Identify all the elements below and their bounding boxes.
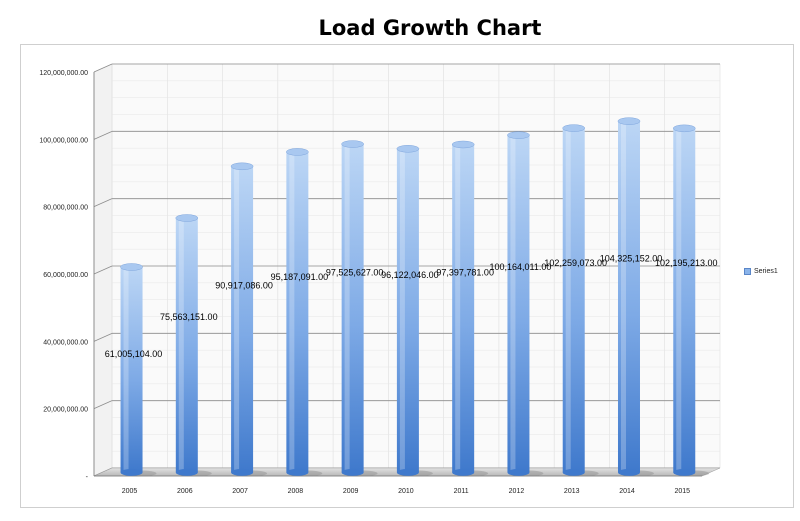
bar-top: [507, 131, 530, 139]
bar: [175, 218, 198, 473]
bar-top: [120, 263, 143, 271]
chart-frame: [20, 44, 794, 508]
bar-top: [396, 145, 420, 153]
x-tick-label: 2014: [619, 488, 635, 495]
bar: [396, 148, 419, 473]
y-tick-label: 80,000,000.00: [43, 205, 88, 212]
bar: [286, 151, 309, 473]
gridline-side: [93, 63, 113, 73]
bar-highlight: [620, 123, 626, 471]
bar-highlight: [123, 269, 129, 471]
x-tick-label: 2008: [288, 488, 304, 495]
bar-base: [396, 468, 419, 476]
bar-top: [341, 140, 364, 148]
chart-title: Load Growth Chart: [318, 16, 542, 40]
bar-highlight: [676, 130, 682, 471]
x-tick-label: 2010: [398, 488, 414, 495]
bar-highlight: [289, 153, 295, 471]
bar-base: [286, 468, 309, 476]
x-tick-label: 2013: [564, 488, 580, 495]
gridline-side: [93, 130, 113, 140]
bar-base: [562, 468, 585, 476]
y-tick-label: 60,000,000.00: [43, 272, 88, 279]
bar: [341, 144, 364, 473]
bar: [120, 267, 143, 473]
bar-base: [175, 468, 198, 476]
bar-highlight: [178, 220, 184, 471]
bar-highlight: [565, 130, 571, 471]
bar-top: [562, 124, 585, 132]
x-tick-label: 2007: [232, 488, 248, 495]
bar-base: [617, 468, 640, 476]
data-label: 96,122,046.00: [381, 270, 439, 280]
data-label: 61,005,104.00: [105, 349, 163, 359]
data-label: 97,525,627.00: [326, 267, 384, 277]
bar: [452, 144, 475, 473]
y-tick-label: 120,000,000.00: [39, 70, 88, 77]
bar: [617, 121, 640, 473]
data-label: 97,397,781.00: [436, 268, 494, 278]
bar-top: [230, 162, 254, 171]
bar-top: [286, 148, 309, 156]
bar: [231, 166, 254, 473]
bar-highlight: [455, 146, 461, 471]
legend: Series1: [744, 268, 778, 275]
bar-base: [120, 468, 143, 476]
x-tick-label: 2011: [454, 488, 469, 495]
bar-base: [341, 468, 364, 476]
gridline-side: [93, 198, 113, 208]
data-label: 100,164,011.00: [489, 262, 551, 272]
bar-base: [452, 468, 475, 476]
bar-base: [507, 468, 530, 476]
gridline-side: [93, 332, 113, 342]
bar-top: [175, 214, 199, 222]
data-label: 75,563,151.00: [160, 312, 218, 322]
x-tick-label: 2012: [509, 488, 525, 495]
x-tick-label: 2015: [674, 488, 690, 495]
bar-highlight: [399, 150, 405, 471]
gridline-side: [93, 265, 113, 275]
bar-highlight: [344, 146, 350, 471]
data-label: 95,187,091.00: [271, 272, 329, 282]
bar-highlight: [510, 137, 516, 471]
bar-top: [617, 117, 641, 125]
y-tick-label: 100,000,000.00: [39, 137, 88, 144]
bar-top: [673, 124, 696, 133]
x-tick-label: 2009: [343, 488, 359, 495]
bar-top: [451, 140, 475, 149]
bar: [507, 135, 530, 473]
legend-swatch: [744, 268, 751, 275]
data-label: 102,195,213.00: [655, 258, 718, 268]
y-tick-label: -: [86, 474, 89, 481]
bar-base: [673, 468, 696, 476]
y-tick-label: 40,000,000.00: [43, 339, 88, 346]
x-tick-label: 2006: [177, 488, 193, 495]
gridline-side: [93, 400, 113, 410]
y-tick-label: 20,000,000.00: [43, 407, 88, 414]
data-label: 90,917,086.00: [215, 281, 273, 291]
x-tick-label: 2005: [122, 488, 138, 495]
legend-label: Series1: [754, 268, 778, 275]
data-label: 104,325,152.00: [600, 254, 663, 264]
bar-base: [231, 468, 254, 476]
bar: [673, 128, 696, 473]
data-label: 102,259,073.00: [544, 258, 607, 268]
bar-highlight: [234, 168, 240, 471]
bar: [562, 128, 585, 473]
